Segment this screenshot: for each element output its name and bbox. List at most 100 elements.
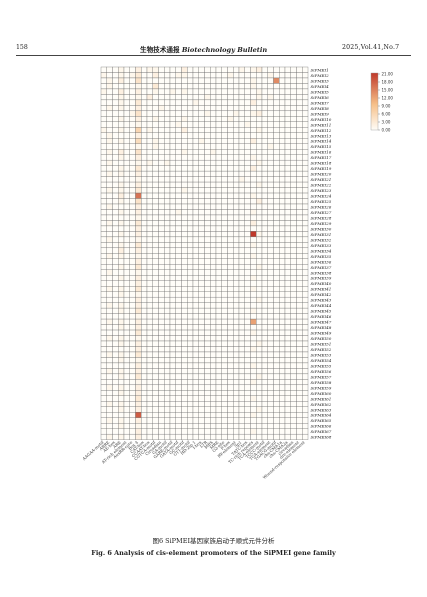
heatmap-cell — [227, 165, 234, 172]
heatmap-cell — [123, 433, 130, 440]
heatmap-cell — [192, 433, 199, 440]
heatmap-cell — [238, 351, 245, 358]
heatmap-cell — [112, 286, 119, 292]
heatmap-cell — [221, 318, 228, 325]
heatmap-cell — [169, 433, 176, 440]
heatmap-cell — [106, 335, 113, 342]
heatmap-cell — [279, 433, 286, 440]
heatmap-cell — [204, 258, 211, 265]
heatmap-cell — [123, 116, 130, 122]
heatmap-cell — [198, 225, 205, 232]
heatmap-cell — [221, 83, 228, 90]
colorbar-tick-label: 9.00 — [382, 103, 391, 108]
heatmap-cell — [158, 296, 165, 303]
heatmap-cell — [267, 307, 274, 314]
heatmap-cell — [181, 132, 188, 139]
heatmap-cell — [261, 324, 268, 331]
heatmap-cell — [135, 433, 142, 440]
heatmap-cell — [152, 351, 159, 358]
heatmap-cell — [250, 357, 257, 364]
heatmap-cell — [164, 264, 171, 270]
journal-title: 生物技术通报 Biotechnology Bulletin — [140, 44, 267, 54]
heatmap-cell — [273, 264, 280, 270]
heatmap-cell — [198, 187, 205, 194]
heatmap-cell — [244, 412, 251, 418]
heatmap-cell — [175, 116, 182, 122]
heatmap-cell — [244, 105, 251, 112]
heatmap-cell — [284, 242, 291, 249]
heatmap-cell — [233, 138, 240, 144]
heatmap-cell — [135, 187, 142, 194]
heatmap-cell — [210, 390, 217, 396]
heatmap-cell — [164, 77, 171, 84]
heatmap-cell — [279, 220, 286, 227]
heatmap-cell — [141, 127, 148, 133]
heatmap-cell — [112, 264, 119, 270]
heatmap-cell — [118, 88, 125, 95]
heatmap-cell — [123, 77, 130, 84]
heatmap-cell — [238, 373, 245, 380]
heatmap-cell — [118, 401, 125, 407]
heatmap-cell — [146, 384, 153, 391]
heatmap-cell — [279, 94, 286, 101]
heatmap-cell — [204, 209, 211, 216]
heatmap-cell — [210, 351, 217, 358]
heatmap-cell — [250, 423, 257, 429]
heatmap-cell — [215, 384, 222, 391]
heatmap-cell — [112, 417, 119, 424]
heatmap-cell — [273, 159, 280, 166]
colorbar-tick-label: 15.00 — [382, 87, 394, 92]
heatmap-cell — [123, 340, 130, 347]
heatmap-cell — [112, 110, 119, 117]
row-label: SiPMEI64 — [311, 413, 332, 418]
heatmap-cell — [244, 143, 251, 150]
heatmap-cell — [302, 121, 309, 128]
heatmap-cell — [233, 247, 240, 254]
heatmap-cell — [106, 280, 113, 287]
heatmap-cell — [204, 94, 211, 101]
heatmap-cell — [238, 143, 245, 150]
heatmap-cell — [152, 373, 159, 380]
heatmap-cell — [250, 390, 257, 396]
heatmap-cell — [198, 181, 205, 188]
heatmap-cell — [118, 159, 125, 166]
heatmap-cell — [244, 192, 251, 199]
heatmap-cell — [129, 335, 136, 342]
heatmap-cell — [158, 231, 165, 238]
heatmap-cell — [279, 324, 286, 331]
heatmap-cell — [198, 406, 205, 413]
heatmap-cell — [302, 105, 309, 112]
heatmap-cell — [273, 138, 280, 144]
heatmap-cell — [250, 401, 257, 407]
heatmap-cell — [106, 77, 113, 84]
colorbar-tick-label: 12.00 — [382, 95, 394, 100]
heatmap-cell — [227, 417, 234, 424]
column-label: ARE — [111, 440, 122, 450]
heatmap-cell — [187, 105, 194, 112]
heatmap-cell — [244, 170, 251, 177]
heatmap-cell — [181, 351, 188, 358]
heatmap-cell — [100, 220, 107, 227]
heatmap-cell — [192, 236, 199, 243]
heatmap-cell — [250, 417, 257, 424]
heatmap-cell — [135, 269, 142, 276]
heatmap-cell — [146, 351, 153, 358]
heatmap-cell — [221, 88, 228, 95]
heatmap-cell — [187, 149, 194, 155]
heatmap-cell — [169, 203, 176, 210]
heatmap-cell — [175, 340, 182, 347]
heatmap-cell — [227, 247, 234, 254]
heatmap-cell — [152, 236, 159, 243]
heatmap-cell — [181, 253, 188, 259]
heatmap-cell — [118, 165, 125, 172]
heatmap-cell — [279, 384, 286, 391]
heatmap-cell — [284, 368, 291, 375]
heatmap-cell — [169, 296, 176, 303]
heatmap-cell — [169, 116, 176, 122]
heatmap-cell — [204, 72, 211, 79]
heatmap-cell — [210, 138, 217, 144]
heatmap-cell — [181, 110, 188, 117]
heatmap-cell — [123, 428, 130, 435]
heatmap-cell — [112, 428, 119, 435]
heatmap-cell — [250, 220, 257, 227]
